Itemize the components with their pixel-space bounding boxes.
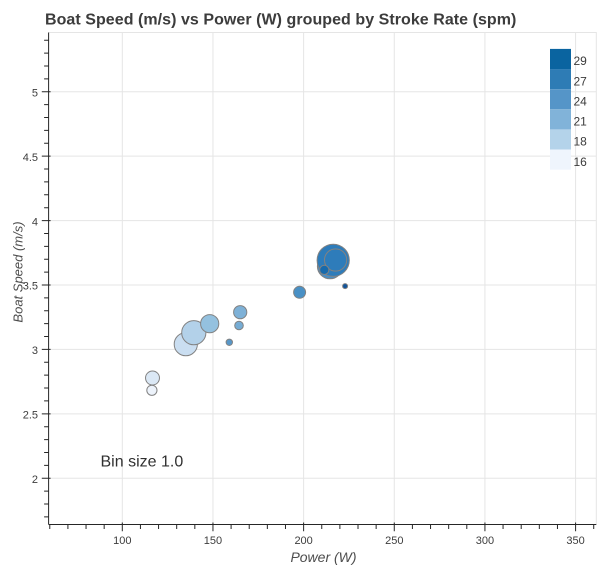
svg-text:Power (W): Power (W) xyxy=(290,549,356,565)
svg-text:27: 27 xyxy=(574,74,588,88)
svg-text:4.5: 4.5 xyxy=(23,152,38,164)
svg-text:16: 16 xyxy=(574,155,588,169)
svg-text:Boat Speed (m/s): Boat Speed (m/s) xyxy=(11,221,26,322)
svg-text:5: 5 xyxy=(32,87,38,99)
svg-text:4: 4 xyxy=(32,216,38,228)
svg-text:21: 21 xyxy=(574,115,588,129)
svg-text:Boat Speed (m/s) vs Power (W): Boat Speed (m/s) vs Power (W) grouped by… xyxy=(45,12,516,29)
svg-text:Bin size 1.0: Bin size 1.0 xyxy=(101,454,184,471)
svg-text:18: 18 xyxy=(574,135,588,149)
svg-text:3.5: 3.5 xyxy=(23,281,38,293)
svg-text:200: 200 xyxy=(294,535,312,547)
svg-text:250: 250 xyxy=(385,535,403,547)
svg-text:3: 3 xyxy=(32,345,38,357)
svg-text:2: 2 xyxy=(32,474,38,486)
svg-text:150: 150 xyxy=(204,535,222,547)
svg-text:100: 100 xyxy=(113,535,131,547)
svg-text:350: 350 xyxy=(566,535,584,547)
svg-text:29: 29 xyxy=(574,54,588,68)
svg-text:2.5: 2.5 xyxy=(23,410,38,422)
svg-text:300: 300 xyxy=(476,535,494,547)
svg-text:24: 24 xyxy=(574,94,588,108)
